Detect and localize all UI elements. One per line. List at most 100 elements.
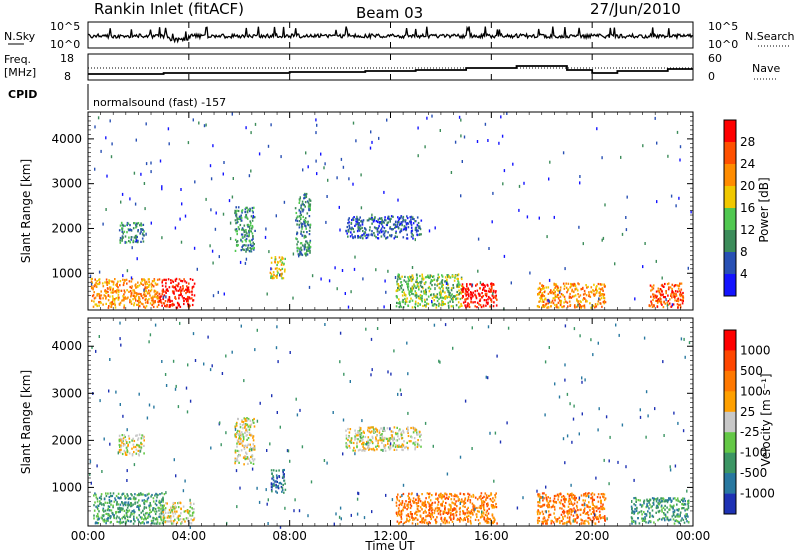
echo-cell xyxy=(549,500,552,503)
echo-cell xyxy=(680,288,683,291)
echo-cell xyxy=(234,238,237,241)
echo-cell xyxy=(460,276,463,279)
echo-cell xyxy=(600,505,602,508)
echo-cell xyxy=(397,392,399,396)
echo-cell xyxy=(480,283,483,286)
echo-cell xyxy=(496,522,498,525)
echo-cell xyxy=(483,507,485,510)
echo-cell xyxy=(161,185,163,189)
echo-cell xyxy=(240,216,243,219)
echo-cell xyxy=(347,229,349,232)
echo-cell xyxy=(246,456,249,459)
echo-cell xyxy=(349,440,351,443)
echo-cell xyxy=(127,443,129,446)
echo-cell xyxy=(353,230,355,233)
echo-cell xyxy=(399,285,402,288)
echo-cell xyxy=(94,296,97,299)
echo-cell xyxy=(169,300,171,303)
echo-cell xyxy=(123,449,126,452)
echo-cell xyxy=(392,228,394,231)
echo-cell xyxy=(459,520,461,523)
echo-cell xyxy=(89,472,91,476)
echo-cell xyxy=(429,492,431,495)
echo-cell xyxy=(135,234,138,237)
nsky-tick-bottom: 10^0 xyxy=(50,38,80,51)
echo-cell xyxy=(655,498,657,501)
echo-cell xyxy=(658,517,661,521)
echo-cell xyxy=(653,497,655,500)
echo-cell xyxy=(431,275,434,278)
echo-cell xyxy=(116,500,118,504)
echo-cell xyxy=(116,520,118,523)
echo-cell xyxy=(235,424,238,427)
echo-cell xyxy=(574,306,576,309)
echo-cell xyxy=(98,297,101,300)
echo-cell xyxy=(282,483,284,487)
echo-cell xyxy=(450,493,452,496)
echo-cell xyxy=(546,498,548,501)
echo-cell xyxy=(281,267,284,270)
echo-cell xyxy=(395,225,397,228)
echo-cell xyxy=(348,444,350,448)
echo-cell xyxy=(113,302,116,305)
echo-cell xyxy=(445,286,448,289)
echo-cell xyxy=(309,207,311,210)
echo-cell xyxy=(431,511,434,514)
echo-cell xyxy=(417,286,420,289)
echo-cell xyxy=(143,305,145,308)
echo-cell xyxy=(556,303,558,306)
echo-cell xyxy=(308,207,310,211)
echo-cell xyxy=(568,512,570,515)
echo-cell xyxy=(393,223,396,226)
echo-cell xyxy=(456,518,459,521)
echo-cell xyxy=(234,427,237,431)
echo-cell xyxy=(251,232,254,235)
echo-cell xyxy=(441,502,443,505)
echo-cell xyxy=(550,305,552,308)
echo-cell xyxy=(599,283,602,286)
echo-cell xyxy=(243,229,246,232)
echo-cell xyxy=(419,228,422,231)
echo-cell xyxy=(130,493,132,496)
echo-cell xyxy=(95,496,98,499)
echo-cell xyxy=(408,290,411,293)
echo-cell xyxy=(455,298,457,301)
echo-cell xyxy=(138,454,140,457)
echo-cell xyxy=(389,444,392,447)
echo-cell xyxy=(170,279,172,282)
echo-cell xyxy=(484,492,487,495)
echo-cell xyxy=(348,431,351,434)
echo-cell xyxy=(340,517,342,521)
echo-cell xyxy=(253,206,255,209)
echo-cell xyxy=(297,240,299,243)
echo-cell xyxy=(123,509,126,512)
echo-cell xyxy=(603,498,606,502)
echo-cell xyxy=(127,296,129,299)
echo-cell xyxy=(381,219,383,222)
echo-cell xyxy=(429,287,432,290)
echo-cell xyxy=(679,513,681,516)
echo-cell xyxy=(506,421,508,425)
echo-cell xyxy=(593,498,595,501)
echo-cell xyxy=(579,175,581,178)
echo-cell xyxy=(148,511,151,515)
echo-cell xyxy=(359,427,362,430)
echo-cell xyxy=(115,517,118,520)
echo-cell xyxy=(676,520,679,523)
echo-cell xyxy=(590,290,592,293)
echo-cell xyxy=(94,125,96,129)
echo-cell xyxy=(178,294,180,297)
echo-cell xyxy=(486,496,489,499)
echo-cell xyxy=(140,222,142,225)
echo-cell xyxy=(249,446,252,449)
echo-cell xyxy=(686,514,688,517)
echo-cell xyxy=(583,304,586,307)
echo-cell xyxy=(458,289,460,292)
echo-cell xyxy=(144,301,147,304)
echo-cell xyxy=(526,215,529,219)
echo-cell xyxy=(103,510,105,513)
echo-cell xyxy=(121,507,124,511)
echo-cell xyxy=(167,300,169,303)
echo-cell xyxy=(161,281,163,284)
echo-cell xyxy=(400,510,403,513)
